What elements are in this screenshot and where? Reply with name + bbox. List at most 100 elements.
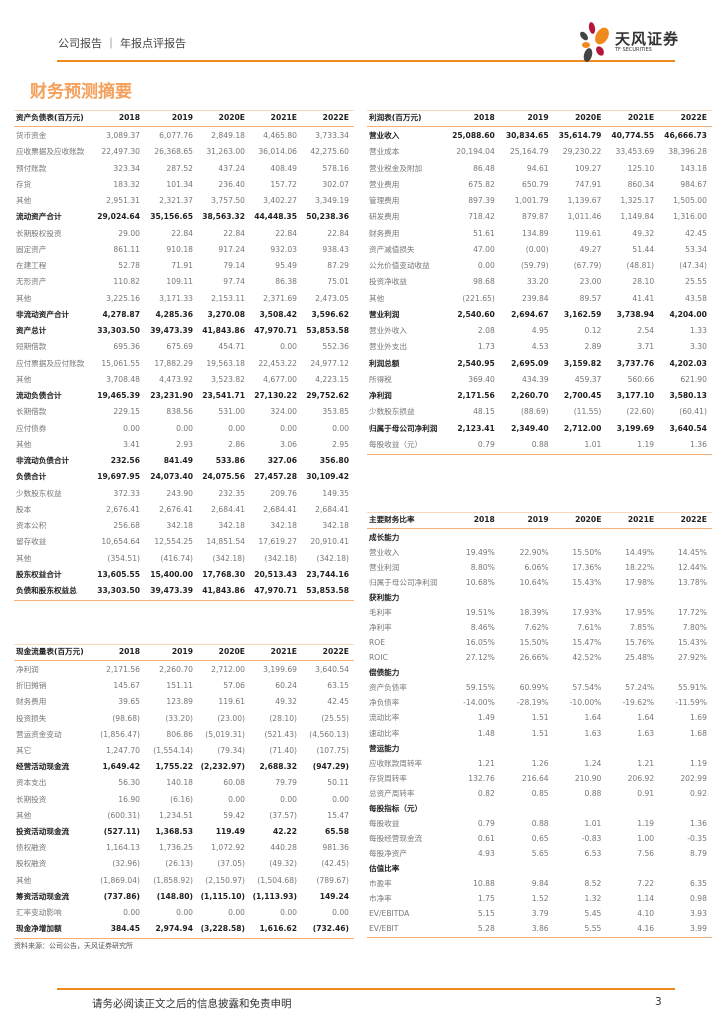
cell-value: 210.90 (574, 773, 602, 783)
cell-value: (71.40) (269, 746, 297, 755)
cell-value: 41,843.86 (202, 586, 245, 595)
cell-value: 3,737.76 (616, 358, 655, 368)
cell-value: 1,011.46 (567, 212, 602, 222)
cell-value: 2,676.41 (159, 504, 193, 514)
cell-value: 1.63 (584, 728, 602, 738)
cell-value: 14.45% (677, 548, 707, 558)
cell-value: 19,563.18 (206, 358, 245, 368)
cell-value: 1.36 (690, 439, 707, 449)
footer-divider (57, 988, 675, 990)
table-bottom-rule (14, 938, 354, 940)
cell-value: -19.62% (622, 698, 655, 708)
cell-value: 1.75 (477, 893, 495, 903)
cell-value: 125.10 (627, 163, 655, 173)
cell-value: 3,177.10 (616, 391, 655, 400)
cell-value: (947.29) (312, 762, 349, 772)
cell-value: (37.05) (217, 859, 245, 869)
table-row: 研发费用 718.42 879.87 1,011.46 1,149.84 1,316.00 (367, 209, 712, 225)
cell-value: 2,260.70 (159, 665, 193, 674)
table-row: 其他 3.41 2.93 2.86 3.06 2.95 (14, 437, 354, 453)
table-row: 存货周转率 132.76 216.64 210.90 206.92 202.99 (367, 771, 712, 787)
cell-value: 17.98% (625, 578, 655, 588)
cell-value: 0.85 (531, 788, 549, 798)
cell-value: 109.27 (574, 163, 602, 173)
table-row: 总资产周转率 0.82 0.85 0.88 0.91 0.92 (367, 786, 712, 802)
column-header: 2019 (527, 113, 549, 122)
table-bottom-rule (14, 600, 354, 602)
row-label: 资产负债率 (369, 683, 407, 693)
cell-value: (1,504.68) (257, 875, 297, 885)
cell-value: 27.12% (465, 653, 495, 663)
cell-value: (98.68) (112, 713, 140, 723)
cell-value: 372.33 (113, 488, 140, 498)
cell-value: 5.45 (584, 909, 602, 918)
cell-value: 53.34 (685, 244, 707, 254)
cell-value: 95.49 (275, 261, 297, 270)
column-header: 2022E (322, 113, 349, 122)
cell-value: 17,882.29 (154, 358, 193, 368)
table-row: 少数股东权益 372.33 243.90 232.35 209.76 149.35 (14, 486, 354, 502)
cell-value: (354.51) (107, 553, 141, 563)
header-divider (57, 60, 675, 62)
row-label: 资产总计 (16, 326, 47, 335)
cell-value: 2,473.05 (315, 293, 349, 303)
table-row: 负债合计 19,697.95 24,073.40 24,075.56 27,457.28… (14, 469, 354, 485)
row-label: 流动资产合计 (16, 212, 62, 222)
cell-value: 0.88 (531, 818, 549, 828)
table-row: 非流动负债合计 232.56 841.49 533.86 327.06 356.80 (14, 453, 354, 469)
cell-value: 15,400.00 (150, 569, 193, 579)
cell-value: 1.51 (531, 728, 549, 738)
cell-value: 2,123.41 (457, 423, 495, 433)
table-row: 营运资金变动 (1,856.47) 806.86 (5,019.31) (521.43)… (14, 727, 354, 743)
cell-value: 256.68 (113, 521, 140, 530)
cell-value: 17.93% (572, 608, 602, 618)
row-label: 筹资活动现金流 (16, 891, 70, 901)
cell-value: 4.93 (477, 848, 495, 858)
table-row: 其它 1,247.70 (1,554.14) (79.34) (71.40) (107.7… (14, 743, 354, 759)
cell-value: 2,153.11 (211, 293, 245, 303)
cell-value: 15.43% (677, 638, 707, 648)
cell-value: 22.84 (223, 228, 245, 238)
cell-value: -0.35 (687, 833, 707, 843)
cell-value: 8.52 (584, 878, 602, 888)
row-label: 营运资金变动 (16, 729, 62, 739)
table-row: 资本公积 256.68 342.18 342.18 342.18 342.18 (14, 518, 354, 534)
row-label: 少数股东损益 (369, 407, 415, 417)
column-header: 2022E (322, 647, 349, 656)
table-row: 营业成本 20,194.04 25,164.79 29,230.22 33,453.69… (367, 144, 712, 160)
row-label: 每股净资产 (369, 848, 407, 858)
cell-value: 2,684.41 (211, 504, 245, 514)
cell-value: 15.47% (572, 638, 602, 648)
cell-value: 650.79 (522, 179, 549, 189)
cell-value: 1.00 (637, 833, 655, 843)
cell-value: 16.90 (118, 794, 140, 804)
table-row: 预付账款 323.34 287.52 437.24 408.49 578.16 (14, 161, 354, 177)
cell-value: 0.00 (332, 908, 349, 917)
table-header-row: 利润表(百万元) 2018 2019 2020E 2021E 2022E (367, 110, 712, 127)
row-label: 存货 (16, 179, 32, 189)
column-header: 2018 (473, 113, 495, 122)
cell-value: 41,843.86 (202, 326, 245, 335)
cell-value: 101.34 (166, 179, 193, 189)
cell-value: 206.92 (627, 773, 655, 783)
row-label: 其他 (16, 875, 32, 885)
table-row: 营业收入 19.49% 22.90% 15.50% 14.49% 14.45% (367, 545, 712, 561)
cell-value: (0.00) (525, 244, 549, 254)
row-label: 股本 (16, 504, 32, 514)
cell-value: 0.00 (123, 423, 140, 433)
cell-value: 6,077.76 (159, 131, 193, 140)
table-title: 利润表(百万元) (369, 113, 422, 122)
cell-value: 3,089.37 (106, 131, 140, 140)
cell-value: 110.82 (113, 277, 140, 287)
row-label: 每股收益 (369, 818, 400, 828)
cell-value: 1.19 (637, 439, 655, 449)
row-label: 投资损失 (16, 713, 47, 723)
cell-value: 7.61% (577, 623, 602, 633)
row-label: 存货周转率 (369, 773, 407, 783)
column-header: 2021E (627, 113, 655, 122)
row-label: 负债合计 (16, 472, 47, 482)
cell-value: 12,554.25 (154, 537, 193, 547)
cell-value: 14,851.54 (206, 537, 245, 547)
row-label: 少数股东权益 (16, 488, 62, 498)
cell-value: 578.16 (322, 163, 349, 173)
